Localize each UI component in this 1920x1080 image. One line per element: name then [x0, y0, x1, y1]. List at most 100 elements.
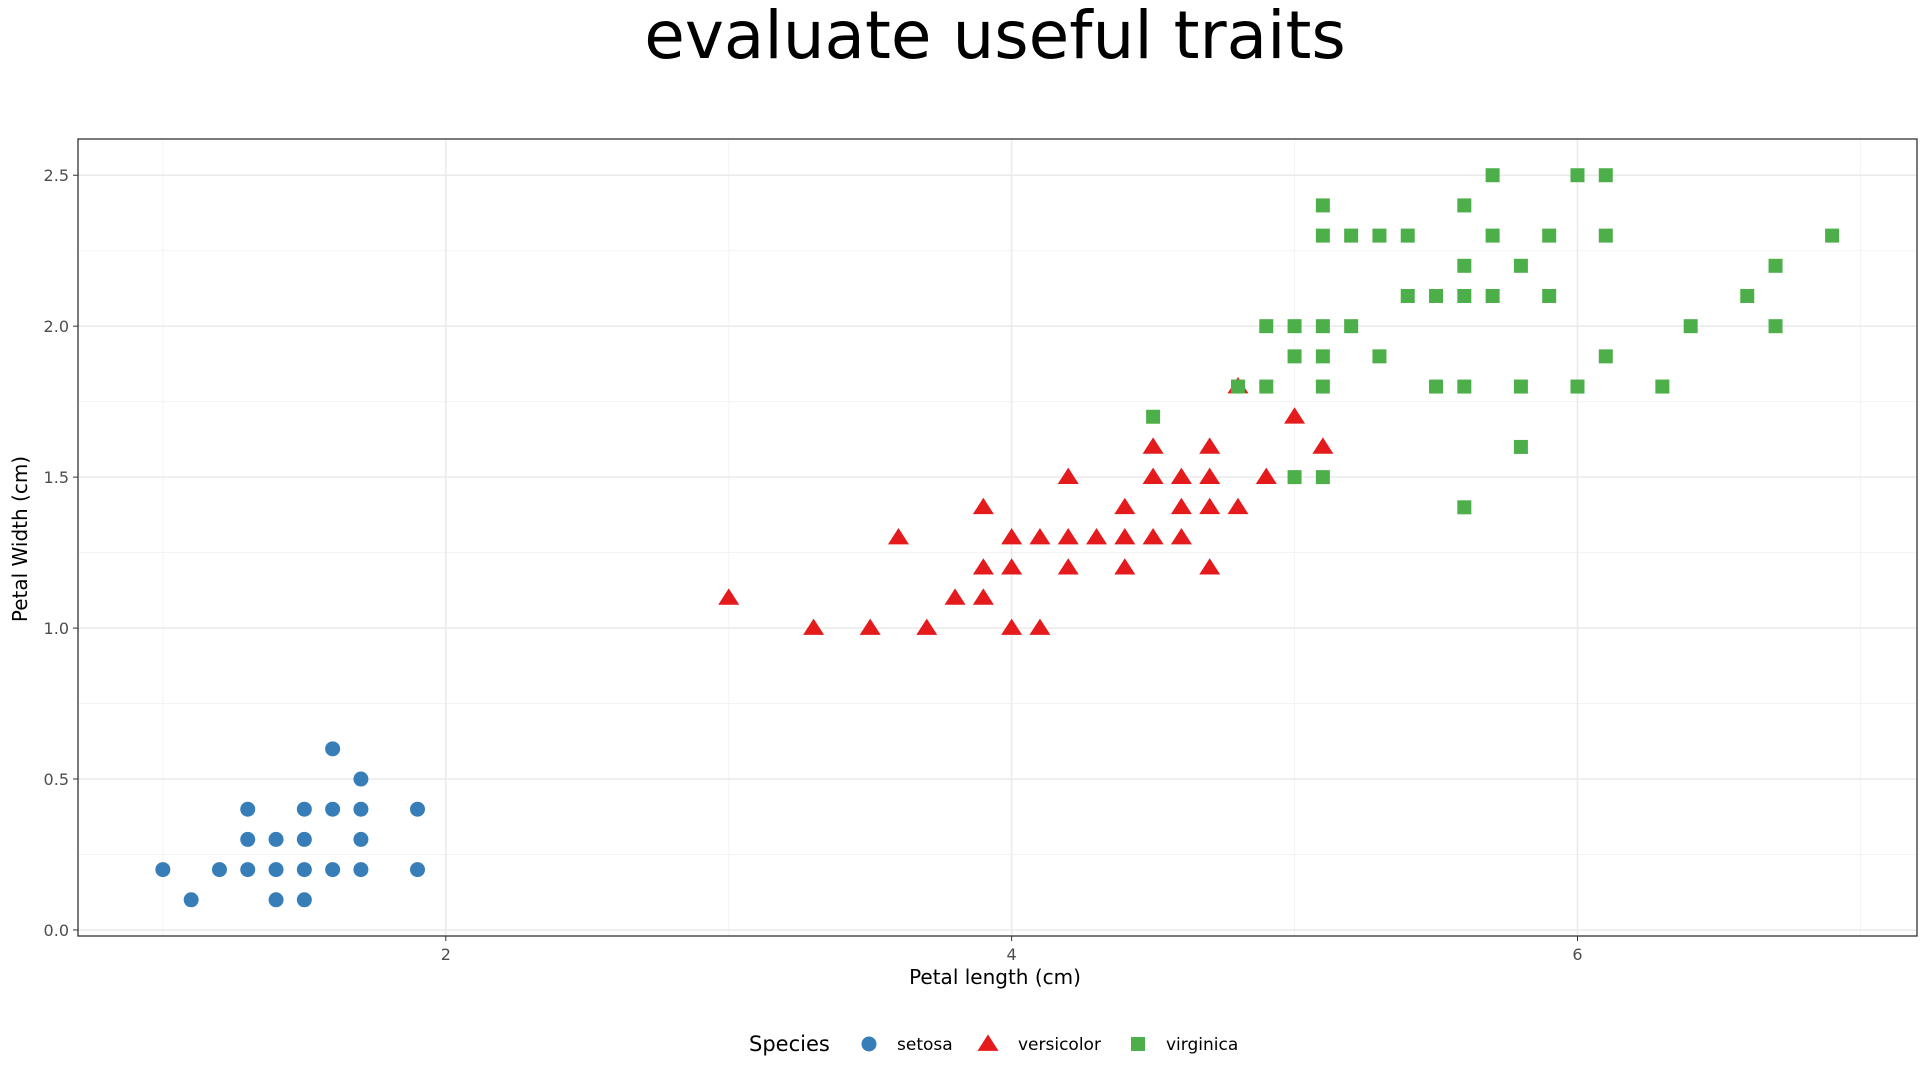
versicolor-point: [972, 588, 994, 605]
virginica-point: [1315, 228, 1330, 243]
y-tick-label: 1.0: [44, 619, 69, 638]
virginica-point: [1542, 288, 1557, 303]
versicolor-point: [1255, 467, 1277, 484]
virginica-point: [1400, 288, 1415, 303]
versicolor-point: [1057, 528, 1079, 545]
legend-label-setosa: setosa: [897, 1035, 953, 1055]
versicolor-point: [1029, 618, 1051, 635]
virginica-point: [1513, 258, 1528, 273]
versicolor-point: [1029, 528, 1051, 545]
virginica-point: [1740, 288, 1755, 303]
y-tick-label: 0.0: [44, 921, 69, 940]
virginica-point: [1768, 258, 1783, 273]
virginica-point: [1429, 379, 1444, 394]
legend-label-virginica: virginica: [1166, 1035, 1238, 1055]
setosa-point: [211, 862, 227, 878]
virginica-point: [1485, 288, 1500, 303]
setosa-point: [353, 862, 369, 878]
legend-key-virginica: [1131, 1037, 1145, 1051]
virginica-point: [1570, 379, 1585, 394]
versicolor-point: [1199, 558, 1221, 575]
virginica-point: [1485, 228, 1500, 243]
legend-key-versicolor: [977, 1034, 999, 1051]
virginica-point: [1287, 470, 1302, 485]
versicolor-point: [1170, 467, 1192, 484]
versicolor-point: [1114, 528, 1136, 545]
chart-title: evaluate useful traits: [644, 0, 1345, 74]
virginica-point: [1372, 349, 1387, 364]
virginica-point: [1372, 228, 1387, 243]
x-axis-title: Petal length (cm): [909, 965, 1081, 989]
setosa-point: [268, 892, 284, 908]
versicolor-point: [972, 497, 994, 515]
virginica-point: [1457, 288, 1472, 303]
virginica-point: [1598, 228, 1613, 243]
x-tick-label: 4: [1007, 945, 1017, 964]
virginica-point: [1429, 288, 1444, 303]
versicolor-point: [1142, 528, 1164, 545]
virginica-point: [1683, 319, 1698, 334]
versicolor-point: [916, 618, 938, 635]
versicolor-point: [972, 558, 994, 575]
virginica-point: [1287, 319, 1302, 334]
setosa-point: [353, 801, 369, 817]
setosa-point: [296, 831, 312, 847]
setosa-point: [240, 831, 256, 847]
versicolor-point: [1114, 497, 1136, 515]
versicolor-point: [718, 588, 740, 605]
versicolor-point: [1001, 558, 1023, 575]
legend-key-setosa: [861, 1036, 877, 1052]
versicolor-point: [803, 618, 825, 635]
setosa-point: [268, 862, 284, 878]
versicolor-point: [1142, 437, 1164, 454]
virginica-point: [1315, 470, 1330, 485]
setosa-point: [296, 892, 312, 908]
virginica-point: [1146, 409, 1161, 424]
setosa-point: [296, 801, 312, 817]
virginica-point: [1287, 349, 1302, 364]
versicolor-point: [1199, 467, 1221, 484]
virginica-point: [1259, 379, 1274, 394]
setosa-point: [155, 862, 171, 878]
setosa-point: [240, 862, 256, 878]
virginica-point: [1457, 379, 1472, 394]
versicolor-point: [1086, 528, 1108, 545]
virginica-point: [1570, 168, 1585, 183]
virginica-point: [1542, 228, 1557, 243]
virginica-point: [1344, 319, 1359, 334]
virginica-point: [1315, 349, 1330, 364]
versicolor-point: [1199, 497, 1221, 515]
virginica-point: [1513, 439, 1528, 454]
versicolor-point: [944, 588, 966, 605]
legend-label-versicolor: versicolor: [1018, 1035, 1101, 1055]
virginica-point: [1315, 319, 1330, 334]
x-tick-label: 2: [441, 945, 451, 964]
versicolor-point: [1199, 437, 1221, 454]
setosa-point: [410, 862, 426, 878]
y-tick-label: 1.5: [44, 468, 69, 487]
setosa-point: [353, 831, 369, 847]
versicolor-point: [1170, 528, 1192, 545]
legend-title: Species: [749, 1032, 830, 1056]
virginica-point: [1259, 319, 1274, 334]
setosa-point: [240, 801, 256, 817]
virginica-point: [1598, 349, 1613, 364]
setosa-point: [353, 771, 369, 787]
versicolor-point: [1057, 467, 1079, 484]
y-tick-label: 0.5: [44, 770, 69, 789]
legend: Species setosa versicolor virginica: [749, 1032, 1238, 1056]
setosa-point: [268, 831, 284, 847]
setosa-point: [183, 892, 199, 908]
plot-area: 2 4 6 0.0 0.5 1.0 1.5 2.0 2.5: [44, 138, 1918, 964]
plot-panel-background: [78, 139, 1917, 936]
virginica-point: [1485, 168, 1500, 183]
versicolor-point: [1312, 437, 1334, 454]
virginica-point: [1457, 258, 1472, 273]
versicolor-point: [1001, 528, 1023, 545]
setosa-point: [410, 801, 426, 817]
x-tick-label: 6: [1572, 945, 1582, 964]
y-axis-title: Petal Width (cm): [8, 456, 32, 622]
virginica-point: [1598, 168, 1613, 183]
setosa-point: [296, 862, 312, 878]
virginica-point: [1400, 228, 1415, 243]
